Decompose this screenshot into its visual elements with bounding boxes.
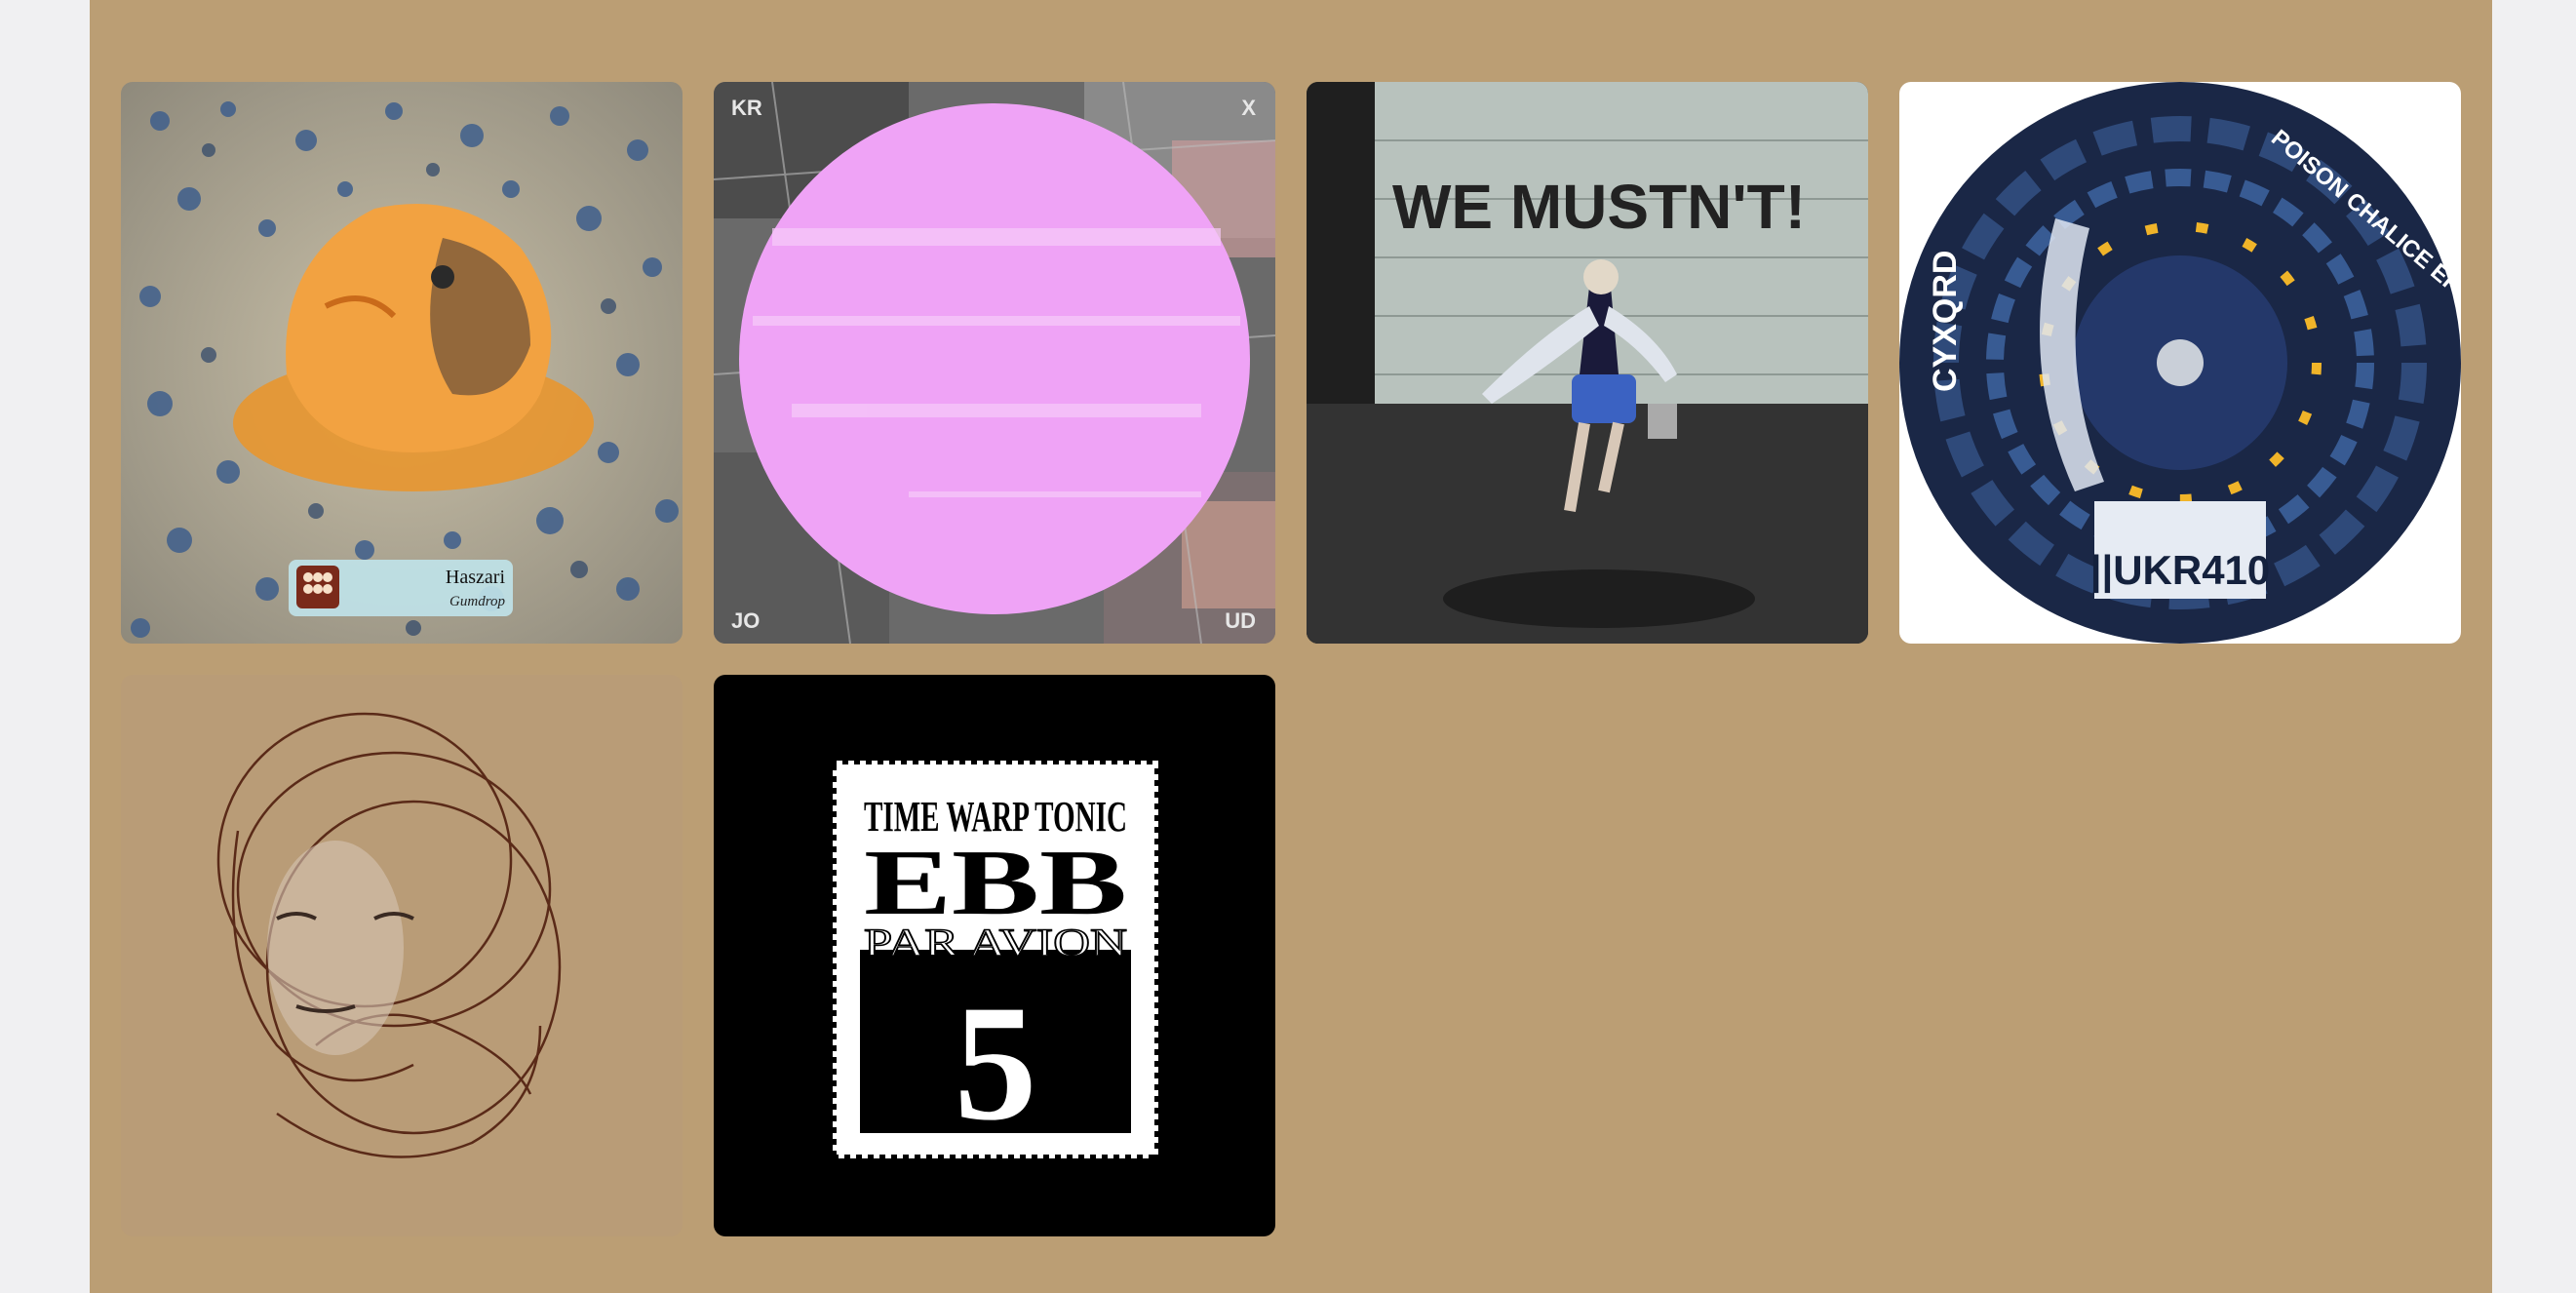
- album-cover-we-mustnt[interactable]: WE MUSTN'T!: [1307, 82, 1868, 644]
- badge-artist: Haszari: [446, 567, 506, 588]
- corner-label-tr: X: [1241, 96, 1256, 120]
- label-artist-name: CYXQRD: [1927, 251, 1964, 392]
- album-cover-pink-circle[interactable]: KR X JO UD: [714, 82, 1275, 644]
- album-cover-haszari-gumdrop[interactable]: Haszari Gumdrop: [121, 82, 683, 644]
- cover-art-vinyl-label: ||UKR410 CYXQRD POISON CHALICE EP: [1899, 82, 2461, 644]
- corner-label-tl: KR: [731, 96, 762, 120]
- cover-art-line-portrait: [121, 675, 683, 1236]
- stamp-line-3: PAR AVION: [864, 921, 1127, 964]
- stamp-line-1: TIME WARP TONIC: [864, 793, 1127, 841]
- album-cover-time-warp-tonic[interactable]: TIME WARP TONIC EBB PAR AVION 5: [714, 675, 1275, 1236]
- stamp-number: 5: [955, 971, 1037, 1155]
- album-cover-poison-chalice[interactable]: ||UKR410 CYXQRD POISON CHALICE EP: [1899, 82, 2461, 644]
- cover-art-graffiti-wall: WE MUSTN'T!: [1307, 82, 1868, 644]
- cover-art-stamp: TIME WARP TONIC EBB PAR AVION 5: [714, 675, 1275, 1236]
- badge-title: Gumdrop: [449, 594, 505, 609]
- wall-graffiti-text: WE MUSTN'T!: [1392, 172, 1806, 242]
- corner-label-bl: JO: [731, 608, 760, 633]
- corner-label-br: UD: [1225, 608, 1256, 633]
- label-catalog-code: ||UKR410: [2090, 547, 2271, 594]
- cover-art-pink-circle: KR X JO UD: [714, 82, 1275, 644]
- album-cover-line-portrait[interactable]: [121, 675, 683, 1236]
- cover-art-orange-figure: Haszari Gumdrop: [121, 82, 683, 644]
- stamp-line-2: EBB: [864, 830, 1127, 934]
